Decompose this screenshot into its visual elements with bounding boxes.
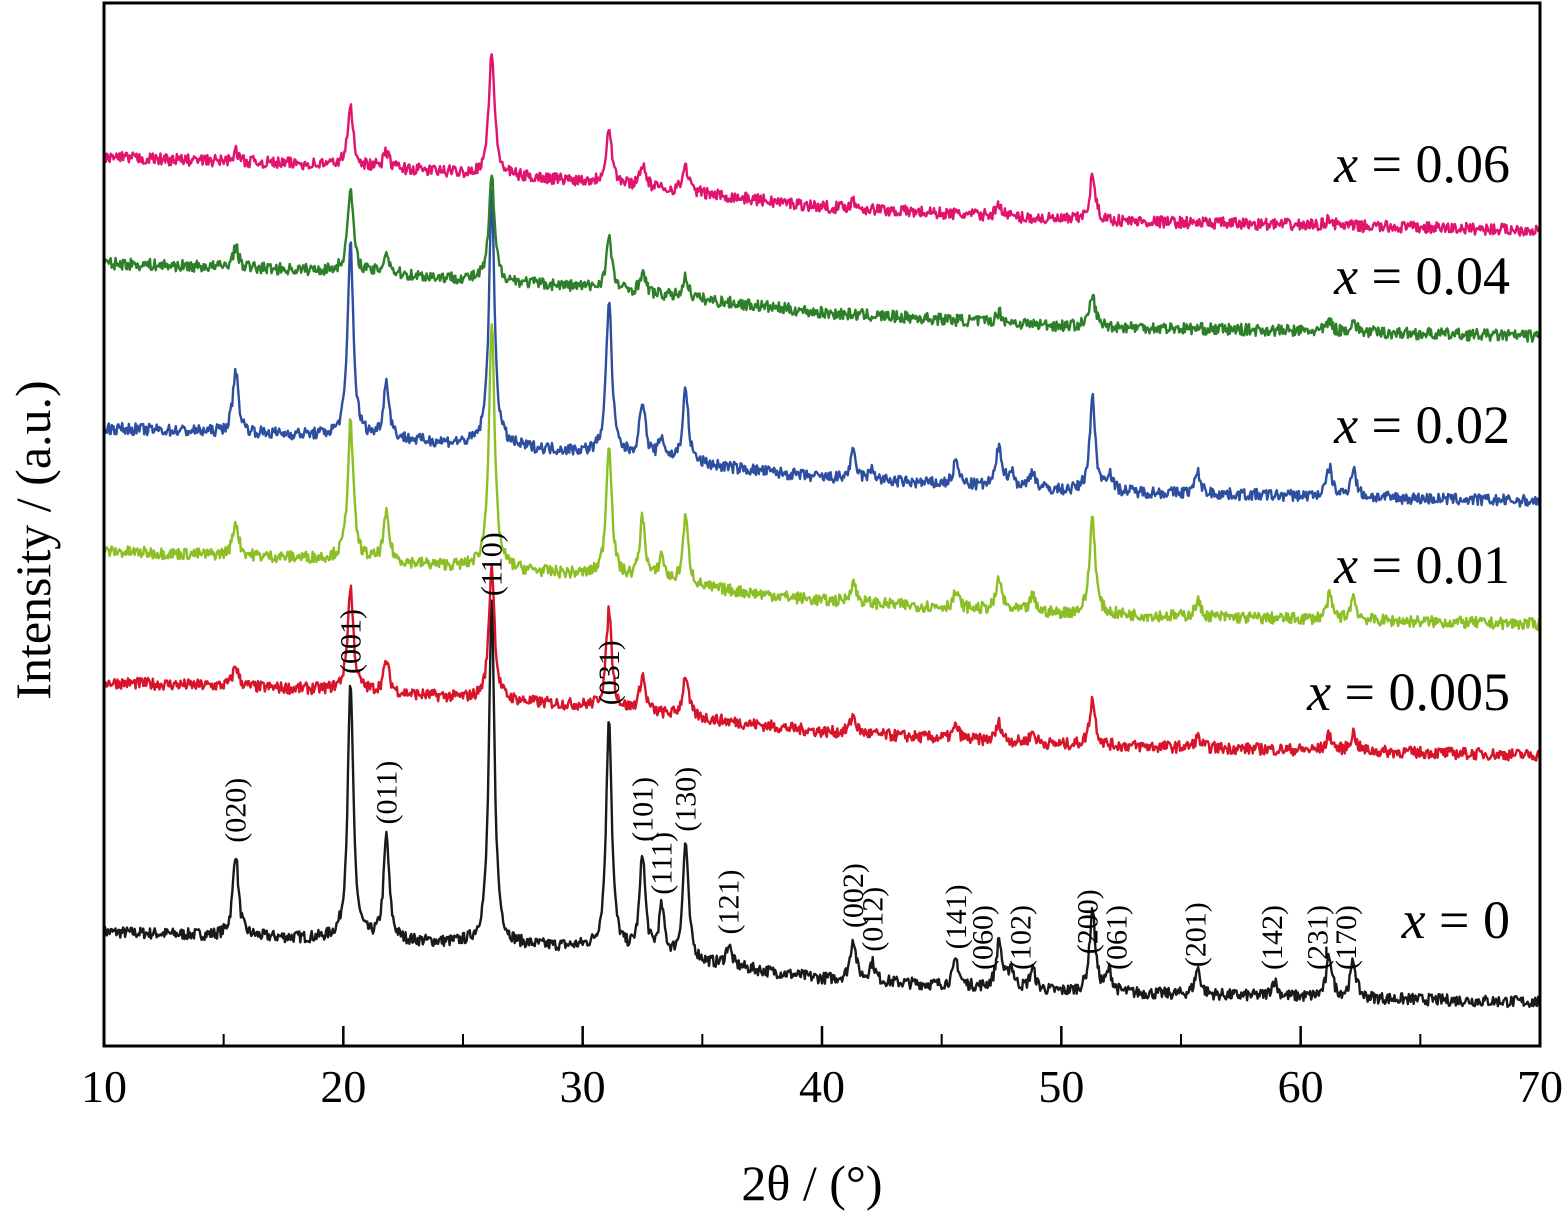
series-label: x = 0.005 (1306, 662, 1510, 722)
plot-frame (102, 1, 1542, 1048)
hkl-label: (002) (837, 863, 870, 928)
hkl-label: (011) (370, 761, 403, 825)
hkl-label: (170) (1330, 905, 1363, 970)
x-tick-label: 50 (1038, 1061, 1084, 1112)
x-axis-title: 2θ / (°) (741, 1155, 882, 1211)
hkl-label: (110) (476, 532, 509, 596)
series-trace (102, 53, 1542, 237)
x-tick-label: 30 (560, 1061, 606, 1112)
series-traces (102, 53, 1542, 1009)
series-label: x = 0.02 (1333, 395, 1510, 455)
x-tick-label: 60 (1278, 1061, 1324, 1112)
hkl-label: (231) (1301, 905, 1334, 970)
y-axis-title: Intensity / (a.u.) (5, 380, 61, 699)
hkl-label: (142) (1256, 905, 1289, 970)
series-trace (103, 174, 1542, 343)
hkl-label: (101) (627, 777, 660, 842)
series-label: x = 0.01 (1333, 535, 1510, 595)
series-label: x = 0.06 (1333, 134, 1510, 194)
series-label: x = 0.04 (1333, 246, 1510, 306)
hkl-label: (061) (1100, 905, 1133, 970)
hkl-label: (102) (1005, 905, 1038, 970)
series-trace (102, 599, 1541, 1009)
series-trace (103, 323, 1542, 631)
axes: 10 20 30 40 50 60 70 (81, 1, 1563, 1112)
hkl-label: (130) (670, 767, 703, 832)
hkl-label: (060) (966, 905, 999, 970)
series-trace (102, 188, 1542, 508)
series-labels: x = 0 x = 0.005 x = 0.01 x = 0.02 x = 0.04 x … (1306, 134, 1510, 950)
series-label: x = 0 (1401, 890, 1510, 950)
hkl-label: (201) (1179, 902, 1212, 967)
x-tick-label: 20 (320, 1061, 366, 1112)
hkl-label: (141) (940, 884, 973, 949)
hkl-label: (200) (1072, 889, 1105, 954)
hkl-annotations: (020) (001) (011) (110) (031) (101)(111)(130)… (220, 532, 1363, 970)
hkl-label: (031) (593, 640, 626, 705)
hkl-label: (020) (220, 778, 253, 843)
series-trace (102, 563, 1542, 762)
x-tick-label: 40 (799, 1061, 845, 1112)
hkl-label: (001) (335, 609, 368, 674)
hkl-label: (111) (646, 832, 679, 895)
hkl-label: (121) (713, 870, 746, 935)
x-tick-label: 70 (1517, 1061, 1563, 1112)
x-tick-label: 10 (81, 1061, 127, 1112)
hkl-label: (012) (856, 887, 889, 952)
